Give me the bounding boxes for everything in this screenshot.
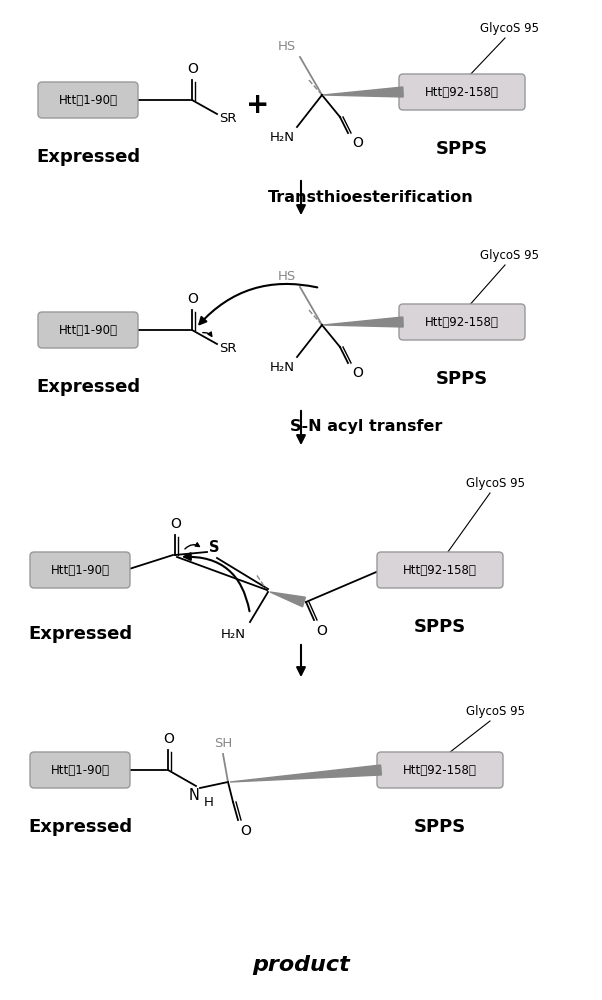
Text: H₂N: H₂N (221, 628, 246, 641)
FancyBboxPatch shape (30, 752, 130, 788)
Text: O: O (352, 366, 363, 380)
Text: product: product (252, 955, 350, 975)
FancyArrowPatch shape (199, 284, 317, 324)
FancyBboxPatch shape (399, 304, 525, 340)
Text: SH: SH (214, 737, 232, 750)
Text: +: + (246, 91, 270, 119)
FancyArrowPatch shape (184, 553, 249, 611)
Text: O: O (188, 62, 199, 76)
FancyBboxPatch shape (30, 552, 130, 588)
Text: HS: HS (278, 270, 296, 283)
Text: O: O (240, 824, 251, 838)
FancyBboxPatch shape (38, 312, 138, 348)
Text: Transthioesterification: Transthioesterification (268, 190, 474, 205)
Text: GlycoS 95: GlycoS 95 (480, 22, 539, 35)
Text: Htt（1-90）: Htt（1-90） (51, 764, 110, 776)
Text: Htt（1-90）: Htt（1-90） (51, 564, 110, 576)
Text: GlycoS 95: GlycoS 95 (465, 477, 524, 490)
Text: H₂N: H₂N (270, 361, 295, 374)
Text: Htt（92-158）: Htt（92-158） (403, 564, 477, 576)
Text: GlycoS 95: GlycoS 95 (480, 249, 539, 262)
Text: HS: HS (278, 40, 296, 53)
FancyArrowPatch shape (185, 543, 199, 549)
Text: Expressed: Expressed (36, 148, 140, 166)
Text: SPPS: SPPS (436, 140, 488, 158)
Text: O: O (352, 136, 363, 150)
Text: SPPS: SPPS (414, 818, 466, 836)
Text: SPPS: SPPS (414, 618, 466, 636)
Text: Expressed: Expressed (28, 818, 132, 836)
FancyBboxPatch shape (377, 752, 503, 788)
Polygon shape (230, 765, 382, 782)
Text: H₂N: H₂N (270, 131, 295, 144)
Text: S-N acyl transfer: S-N acyl transfer (290, 420, 442, 434)
FancyBboxPatch shape (399, 74, 525, 110)
Text: Htt（92-158）: Htt（92-158） (425, 316, 499, 328)
Text: Htt（92-158）: Htt（92-158） (425, 86, 499, 99)
Polygon shape (323, 317, 403, 327)
Text: Expressed: Expressed (36, 378, 140, 396)
FancyBboxPatch shape (377, 552, 503, 588)
Text: O: O (316, 624, 327, 638)
Polygon shape (270, 592, 305, 607)
Text: H: H (204, 796, 214, 809)
Polygon shape (323, 87, 403, 97)
Text: O: O (164, 732, 175, 746)
Text: SPPS: SPPS (436, 370, 488, 388)
Text: O: O (188, 292, 199, 306)
Text: N: N (188, 788, 199, 803)
Text: SR: SR (219, 342, 237, 355)
Text: Htt（92-158）: Htt（92-158） (403, 764, 477, 776)
Text: S: S (209, 540, 220, 556)
Text: GlycoS 95: GlycoS 95 (465, 705, 524, 718)
Text: Expressed: Expressed (28, 625, 132, 643)
Text: O: O (170, 517, 181, 531)
Text: Htt（1-90）: Htt（1-90） (58, 324, 117, 336)
Text: SR: SR (219, 111, 237, 124)
FancyArrowPatch shape (203, 332, 212, 336)
Text: Htt（1-90）: Htt（1-90） (58, 94, 117, 106)
FancyBboxPatch shape (38, 82, 138, 118)
